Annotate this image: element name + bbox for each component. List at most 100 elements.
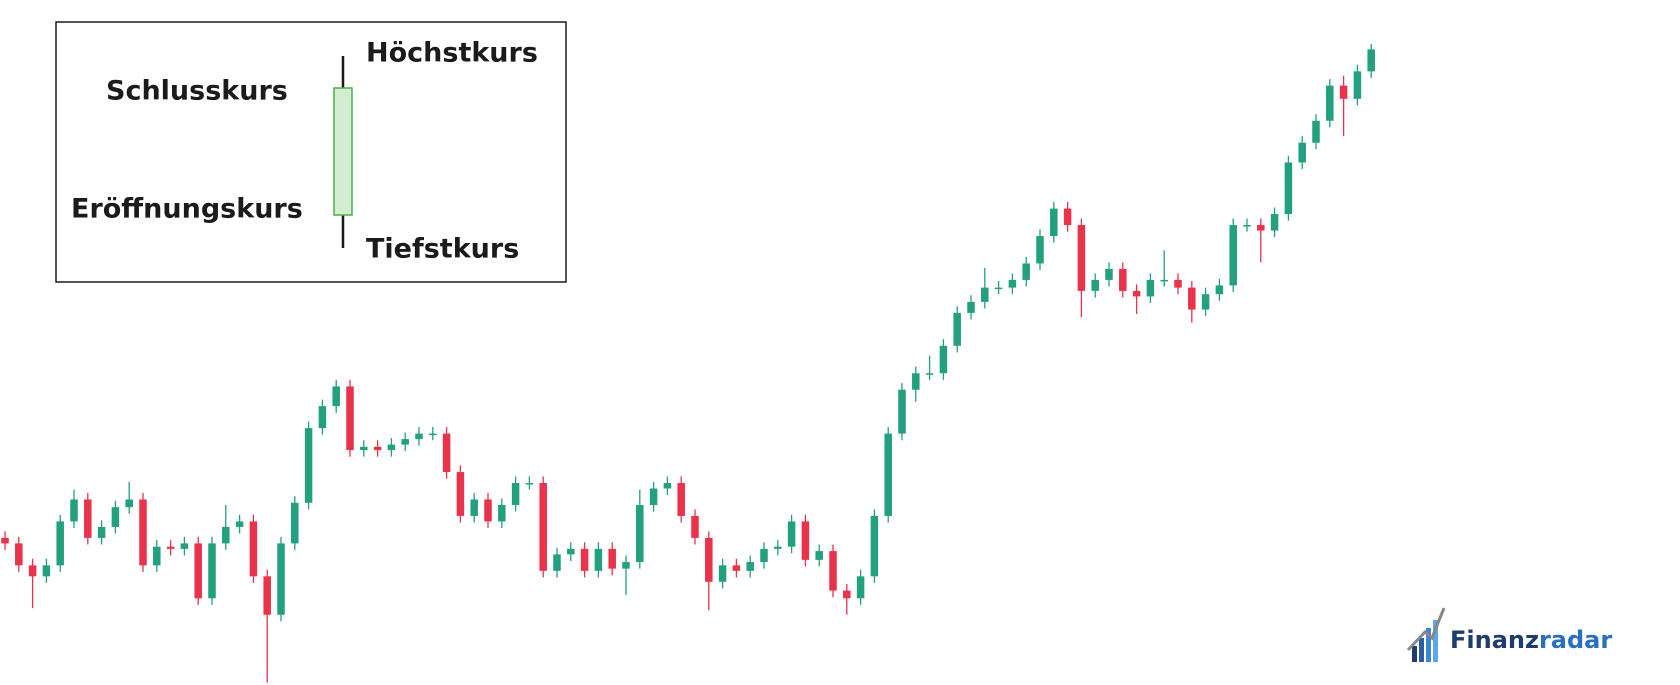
candle-body (332, 386, 340, 407)
candle-body (525, 483, 534, 485)
candle-body (553, 554, 561, 571)
candle-body (815, 551, 823, 560)
legend-low: Tiefstkurs (366, 234, 519, 265)
candle-body (1, 537, 9, 544)
logo-bar (1419, 638, 1424, 662)
candle-body (235, 521, 244, 527)
candle-body (705, 537, 713, 582)
logo-part: radar (1539, 626, 1612, 654)
candle-body (636, 504, 644, 563)
candle-body (84, 499, 92, 538)
candle-body (166, 546, 175, 549)
candle-body (1008, 279, 1017, 288)
candle-body (567, 548, 575, 555)
candle-body (608, 548, 616, 569)
candle-body (829, 551, 837, 591)
candle-body (1160, 279, 1168, 282)
candle-body (15, 543, 23, 566)
candle-body (884, 433, 892, 516)
candle-body (953, 312, 961, 346)
candle-body (56, 521, 64, 566)
candle-body (180, 543, 189, 549)
candle-body (580, 548, 589, 571)
candle-body (1119, 268, 1127, 291)
legend-open: Eröffnungskurs (71, 194, 303, 225)
candle-body (139, 499, 147, 566)
legend: Höchstkurs Schlusskurs Eröffnungskurs Ti… (55, 21, 567, 283)
candle-body (1091, 279, 1099, 291)
candle-body (539, 483, 547, 571)
candle-body (484, 499, 492, 522)
candle-body (981, 287, 989, 302)
candle-body (1077, 225, 1086, 291)
candle-body (1174, 279, 1182, 288)
candle-body (1312, 120, 1320, 143)
candles (1, 43, 1375, 683)
legend-close: Schlusskurs (106, 76, 288, 107)
candle-body (1326, 85, 1334, 121)
candle-body (387, 444, 396, 451)
candle-body (1036, 236, 1044, 264)
logo-bar (1433, 620, 1438, 662)
candle-body (1229, 225, 1237, 286)
candle-body (442, 433, 451, 473)
candle-body (1215, 285, 1224, 295)
candle-body (346, 386, 354, 451)
candle-body (28, 565, 37, 577)
candle-body (1050, 208, 1058, 237)
candle-body (222, 526, 230, 544)
candle-body (649, 488, 658, 505)
candle-body (125, 499, 133, 508)
candle-body (760, 548, 768, 563)
candle-body (787, 521, 796, 547)
candle-body (429, 433, 437, 436)
candle-body (291, 502, 299, 544)
logo-part: Finanz (1450, 626, 1539, 654)
logo-text: Finanzradar (1450, 626, 1612, 654)
candle-body (318, 406, 327, 429)
legend-body (333, 87, 353, 216)
candle-body (1201, 294, 1210, 310)
legend-box (55, 21, 567, 283)
candle-body (1257, 225, 1265, 231)
candle-body (304, 428, 313, 503)
candle-body (1284, 162, 1293, 215)
candle-body (42, 565, 51, 577)
candle-body (732, 565, 741, 571)
legend-high: Höchstkurs (366, 38, 538, 69)
candle-body (594, 548, 603, 571)
candle-body (925, 373, 934, 375)
candle-body (967, 301, 975, 313)
candle-body (898, 389, 906, 434)
candle-body (1105, 268, 1113, 280)
candle-body (498, 504, 506, 522)
candle-body (470, 499, 478, 516)
candle-body (622, 562, 630, 569)
candle-body (1243, 225, 1251, 227)
candle-body (360, 446, 368, 451)
candle-body (1270, 214, 1279, 231)
candle-body (1146, 279, 1155, 297)
logo-bar (1412, 646, 1417, 662)
candle-body (194, 543, 202, 599)
candle-body (1367, 49, 1375, 72)
candle-body (1132, 290, 1141, 297)
candle-body (511, 483, 520, 505)
candle-body (718, 565, 727, 582)
candle-body (208, 543, 216, 599)
candle-body (1188, 287, 1196, 310)
candle-body (994, 287, 1003, 290)
candle-body (97, 526, 106, 538)
candle-body (373, 446, 382, 451)
candle-body (691, 515, 699, 538)
candle-body (111, 507, 120, 527)
candle-body (843, 590, 851, 599)
candle-body (415, 433, 423, 440)
candle-body (663, 483, 672, 489)
candle-body (939, 345, 948, 374)
candle-body (746, 562, 754, 571)
candle-body (870, 515, 879, 577)
candle-body (1353, 71, 1362, 99)
candle-body (456, 472, 465, 516)
